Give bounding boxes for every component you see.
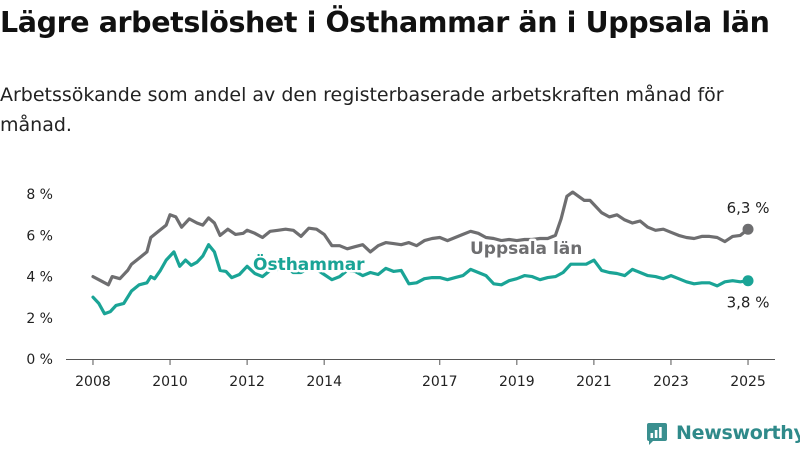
x-tick-label: 2021 bbox=[576, 374, 612, 390]
series-end-value-label-0: 6,3 % bbox=[727, 199, 770, 217]
y-tick-label: 4 % bbox=[26, 270, 53, 286]
series-end-value-label-1: 3,8 % bbox=[727, 294, 770, 312]
series-name-label-0: Uppsala län bbox=[470, 239, 582, 259]
x-tick-label: 2017 bbox=[422, 374, 458, 390]
y-axis: 0 % 2 % 4 % 6 % 8 % bbox=[26, 187, 53, 368]
chart-title: Lägre arbetslöshet i Östhammar än i Upps… bbox=[0, 6, 770, 39]
x-axis: 2008 2010 2012 2014 2017 2019 2021 2023 2025 bbox=[66, 359, 775, 390]
y-tick-label: 6 % bbox=[26, 228, 53, 244]
brand-name: Newsworthy bbox=[676, 422, 800, 444]
x-tick-label: 2014 bbox=[306, 374, 342, 390]
series-end-point-0 bbox=[742, 223, 754, 235]
y-tick-label: 8 % bbox=[26, 187, 53, 203]
x-tick-label: 2012 bbox=[229, 374, 265, 390]
label-layer: 6,3 % Uppsala län 3,8 % Östhammar bbox=[251, 199, 770, 312]
brand-logo: Newsworthy bbox=[645, 420, 800, 446]
bar-chart-logo-icon bbox=[647, 423, 667, 445]
x-tick-label: 2008 bbox=[75, 374, 111, 390]
x-tick-label: 2019 bbox=[499, 374, 535, 390]
series-layer bbox=[91, 190, 754, 316]
y-tick-label: 2 % bbox=[26, 311, 53, 327]
series-name-label-1: Östhammar bbox=[253, 253, 365, 275]
x-tick-label: 2023 bbox=[653, 374, 689, 390]
y-tick-label: 0 % bbox=[26, 352, 53, 368]
series-line-0 bbox=[91, 190, 750, 287]
x-tick-label: 2010 bbox=[152, 374, 188, 390]
x-tick-label: 2025 bbox=[730, 374, 766, 390]
series-line-1 bbox=[91, 243, 750, 316]
series-end-point-1 bbox=[742, 275, 754, 287]
chart-subtitle: Arbetssökande som andel av den registerb… bbox=[0, 84, 724, 136]
